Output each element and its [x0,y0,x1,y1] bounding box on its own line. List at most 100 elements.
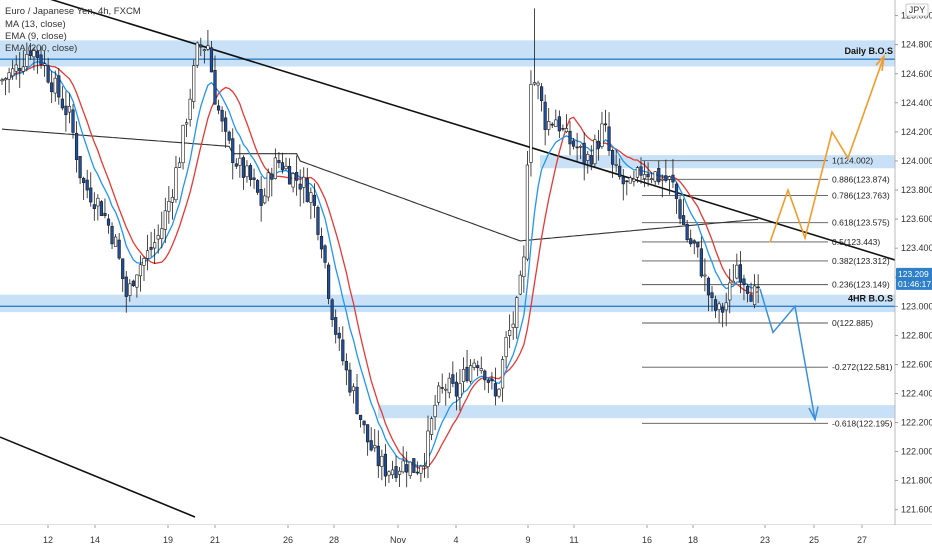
candle-body [508,329,512,336]
fib-label: 0.786(123.763) [832,190,890,200]
candle-body [696,242,700,248]
candle-body [536,82,540,86]
y-tick-label: 122.600 [901,359,932,369]
candle-body [433,404,437,418]
candle-body [376,445,380,467]
candle-body [610,150,615,165]
candle-body [248,165,253,180]
fib-label: 0.382(123.312) [832,256,890,266]
candle-body [440,387,444,389]
x-tick-label: 23 [760,535,770,545]
ema-9-line [1,61,759,467]
candle-body [721,307,725,313]
candle-body [596,140,600,149]
candle-body [74,132,79,160]
candle-body [202,49,206,51]
time-axis-bg [0,525,932,550]
candle-body [280,162,285,171]
candle-body [273,157,277,179]
candle-body [717,303,721,310]
blue-projection [759,288,816,420]
legend-indicator: EMA (9, close) [5,31,67,42]
candle-body [344,361,348,371]
candle-body [468,365,473,382]
candle-body [39,54,43,65]
candle-body [525,164,529,260]
candle-body [234,163,238,167]
candle-body [625,180,629,183]
candle-body [188,98,192,121]
candle-body [177,162,182,168]
zone-label-layer: Daily B.O.S 4HR B.O.S [844,46,893,303]
ma-13-line [1,64,759,470]
candle-body [316,207,320,235]
currency-badge [905,3,929,17]
candle-body [28,50,33,56]
candle-body [71,109,75,133]
legend-indicator: EMA (200, close) [5,43,77,54]
candle-body [756,286,760,289]
candle-body [277,160,281,164]
candle-body [412,458,416,473]
orange-arrowhead [875,53,886,71]
candle-body [447,377,451,394]
demand-zone [378,405,895,419]
candle-body [373,445,377,449]
candle-body [14,64,18,72]
trendline-lower [0,436,196,518]
candle-body [642,174,647,179]
y-tick-label: 123.600 [901,214,932,224]
hr4-bos-label: 4HR B.O.S [848,293,893,303]
candle-body [355,386,359,414]
candle-body [252,177,256,180]
candle-body [571,140,576,147]
candle-body [131,280,135,287]
candle-body [50,82,54,93]
candle-body [504,337,508,358]
currency-badge-text: JPY [909,5,926,15]
candle-body [92,204,96,210]
candle-body [174,167,178,201]
y-tick-label: 123.000 [901,301,932,311]
x-tick-label: 16 [642,535,652,545]
candle-body [451,374,455,384]
candle-body [454,381,459,397]
candle-body [497,388,501,397]
candle-body [57,75,61,98]
candle-body [742,278,746,285]
candle-body [220,109,224,122]
candle-body [479,368,483,371]
candle-body [518,274,522,295]
candle-body [128,283,132,296]
candle-body [0,79,4,82]
candle-body [145,250,150,259]
y-tick-label: 123.800 [901,185,932,195]
candle-body [295,171,299,181]
candle-body [483,370,487,381]
candle-body [238,157,242,166]
fib-label: 1(124.002) [832,156,873,166]
candle-body [330,299,334,321]
candle-body [195,42,199,66]
candle-body [607,126,611,151]
candle-body [752,285,757,305]
candle-body [422,464,427,467]
candle-body [46,65,50,83]
candle-body [621,176,625,185]
candle-body [170,196,175,203]
x-tick-label: 14 [90,535,100,545]
candle-body [380,455,384,467]
candle-body [500,359,505,389]
candle-body [561,127,565,130]
fib-label: 0(122.885) [832,318,873,328]
candle-body [305,178,309,202]
x-tick-label: 19 [163,535,173,545]
bos-zone [0,40,895,67]
x-tick-label: 4 [453,535,458,545]
candle-body [486,379,490,383]
fib-label: 0.618(123.575) [832,218,890,228]
candle-body [383,453,388,477]
